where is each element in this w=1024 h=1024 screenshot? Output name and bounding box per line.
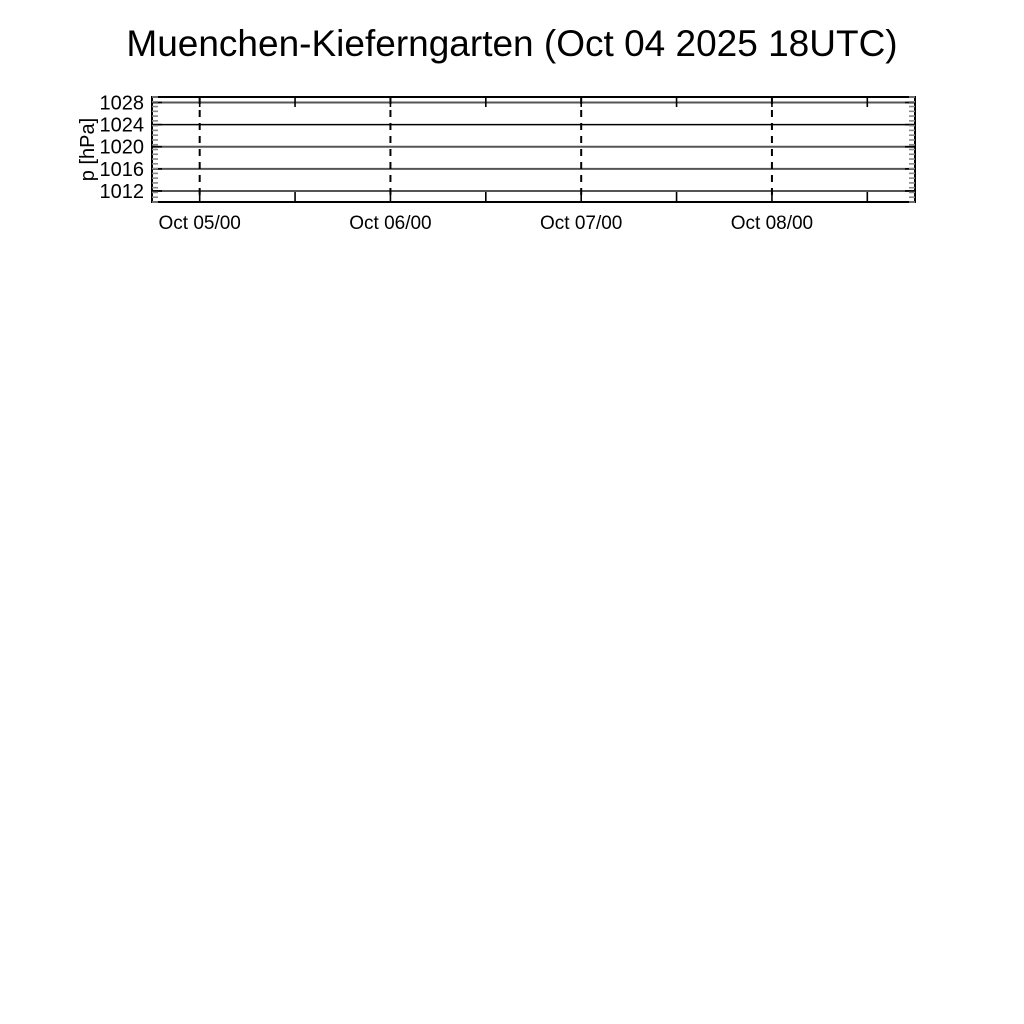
page-title: Muenchen-Kieferngarten (Oct 04 2025 18UT…: [126, 23, 897, 64]
y-tick-label-pressure: 1024: [100, 115, 145, 137]
y-tick-label-pressure: 1012: [100, 181, 145, 203]
y-tick-label-pressure: 1016: [100, 159, 145, 181]
y-tick-label-pressure: 1028: [100, 93, 145, 115]
x-tick-label: Oct 08/00: [731, 213, 813, 234]
y-tick-label-pressure: 1020: [100, 137, 145, 159]
x-tick-label: Oct 07/00: [540, 213, 622, 234]
y-axis-title-pressure: p [hPa]: [77, 118, 99, 181]
x-tick-label: Oct 06/00: [349, 213, 431, 234]
x-tick-label: Oct 05/00: [158, 213, 240, 234]
